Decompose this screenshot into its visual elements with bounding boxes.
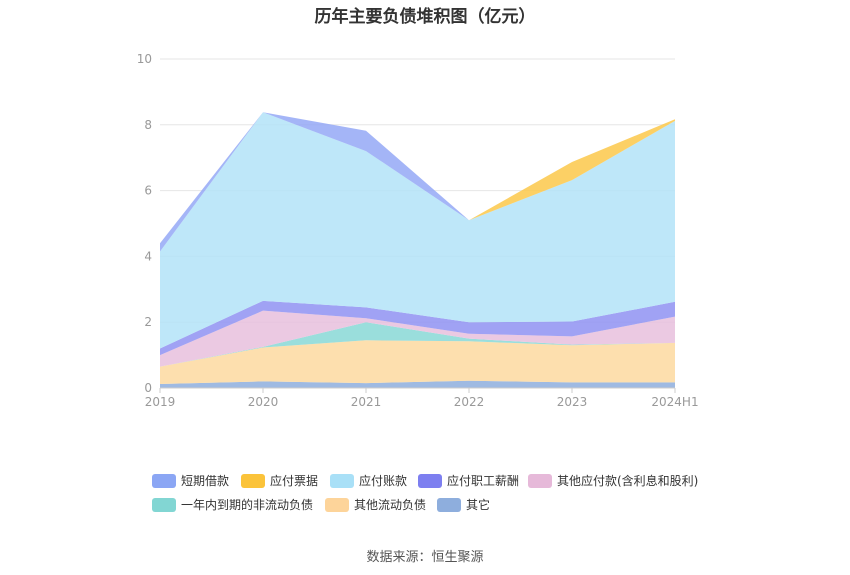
legend-swatch: [325, 498, 349, 512]
legend-swatch: [437, 498, 461, 512]
legend-item[interactable]: 其他应付款(含利息和股利): [528, 473, 698, 488]
area-其他应付款(含利息和股利): [160, 310, 675, 367]
y-tick-label: 4: [144, 249, 152, 263]
x-tick-label: 2019: [145, 395, 176, 409]
legend-item[interactable]: 其他流动负债: [325, 498, 426, 512]
legend-item[interactable]: 一年内到期的非流动负债: [152, 497, 313, 512]
area-应付职工薪酬: [160, 300, 675, 356]
legend-label: 应付职工薪酬: [447, 473, 519, 488]
legend-item[interactable]: 应付职工薪酬: [418, 473, 519, 488]
x-tick-label: 2020: [248, 395, 279, 409]
legend-item[interactable]: 应付票据: [241, 473, 318, 488]
legend-swatch: [152, 498, 176, 512]
legend-label: 其他流动负债: [354, 498, 426, 512]
legend-label: 应付账款: [359, 473, 407, 488]
legend-item[interactable]: 应付账款: [330, 473, 407, 488]
chart-title: 历年主要负债堆积图（亿元）: [314, 7, 536, 27]
x-tick-label: 2021: [351, 395, 382, 409]
legend-swatch: [418, 474, 442, 488]
legend-item[interactable]: 其它: [437, 497, 490, 512]
legend-label: 短期借款: [181, 474, 229, 488]
legend-swatch: [528, 474, 552, 488]
area-一年内到期的非流动负债: [160, 322, 675, 367]
legend-label: 其它: [466, 497, 490, 512]
legend-label: 其他应付款(含利息和股利): [557, 473, 698, 488]
x-tick-label: 2022: [454, 395, 485, 409]
x-tick-label: 2023: [557, 395, 588, 409]
area-应付账款: [160, 112, 675, 349]
y-tick-label: 2: [144, 315, 152, 329]
legend-swatch: [241, 474, 265, 488]
area-短期借款: [160, 112, 675, 252]
area-series: [160, 112, 675, 388]
axes: 0 2 4 6 8 10 2019 2020 2021 2022 2023 2024H1: [137, 52, 699, 409]
legend-item[interactable]: 短期借款: [152, 474, 229, 488]
y-tick-label: 6: [144, 184, 152, 198]
y-tick-label: 8: [144, 118, 152, 132]
y-tick-label: 10: [137, 52, 152, 66]
x-tick-label: 2024H1: [651, 395, 698, 409]
legend-label: 一年内到期的非流动负债: [181, 497, 313, 512]
legend-swatch: [152, 474, 176, 488]
area-其它: [160, 380, 675, 388]
legend[interactable]: 短期借款 应付票据 应付账款 应付职工薪酬 其他应付款(含利息和股利) 一年内到期的非流动…: [152, 473, 698, 512]
source-label: 数据来源：恒生聚源: [366, 550, 484, 565]
legend-label: 应付票据: [270, 473, 318, 488]
y-tick-label: 0: [144, 381, 152, 395]
legend-swatch: [330, 474, 354, 488]
area-其他流动负债: [160, 340, 675, 385]
